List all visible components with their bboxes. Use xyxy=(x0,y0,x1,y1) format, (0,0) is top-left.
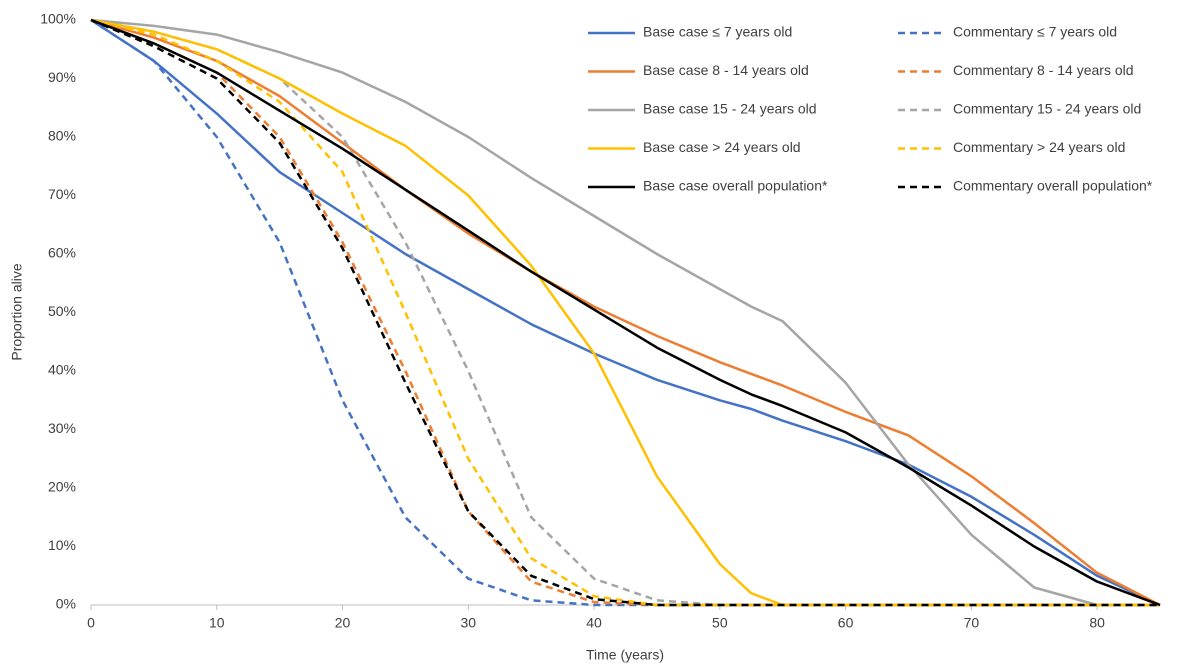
line-series xyxy=(90,18,1160,607)
x-tick-label: 70 xyxy=(964,615,980,631)
x-tick-label: 80 xyxy=(1089,615,1105,631)
y-tick-label: 80% xyxy=(48,128,76,144)
line-series xyxy=(90,18,1160,607)
x-tick-label: 10 xyxy=(209,615,225,631)
y-tick-label: 10% xyxy=(48,537,76,553)
legend-label: Base case 15 - 24 years old xyxy=(643,101,817,117)
y-tick-label: 100% xyxy=(40,11,76,27)
legend-label: Commentary 15 - 24 years old xyxy=(953,101,1141,117)
x-tick-label: 40 xyxy=(586,615,602,631)
y-tick-label: 60% xyxy=(48,245,76,261)
line-series xyxy=(90,18,1160,607)
y-axis-label: Proportion alive xyxy=(9,263,25,360)
x-tick-label: 0 xyxy=(87,615,95,631)
y-tick-label: 70% xyxy=(48,186,76,202)
y-tick-label: 20% xyxy=(48,479,76,495)
y-tick-label: 40% xyxy=(48,362,76,378)
x-tick-label: 60 xyxy=(838,615,854,631)
line-series xyxy=(90,18,1161,607)
legend-label: Commentary ≤ 7 years old xyxy=(953,24,1117,40)
line-series xyxy=(90,18,1161,607)
legend-label: Base case > 24 years old xyxy=(643,139,801,155)
y-tick-label: 50% xyxy=(48,303,76,319)
y-tick-label: 30% xyxy=(48,420,76,436)
legend-label: Base case ≤ 7 years old xyxy=(643,24,792,40)
x-axis-label: Time (years) xyxy=(586,647,664,663)
y-tick-label: 90% xyxy=(48,69,76,85)
x-tick-label: 30 xyxy=(461,615,477,631)
legend-label: Commentary 8 - 14 years old xyxy=(953,62,1134,78)
legend-label: Commentary overall population* xyxy=(953,178,1153,194)
x-tick-label: 50 xyxy=(712,615,728,631)
legend-label: Commentary > 24 years old xyxy=(953,139,1125,155)
x-tick-label: 20 xyxy=(335,615,351,631)
legend-label: Base case 8 - 14 years old xyxy=(643,62,809,78)
y-tick-label: 0% xyxy=(56,596,76,612)
line-series xyxy=(90,18,1161,607)
legend-label: Base case overall population* xyxy=(643,178,828,194)
